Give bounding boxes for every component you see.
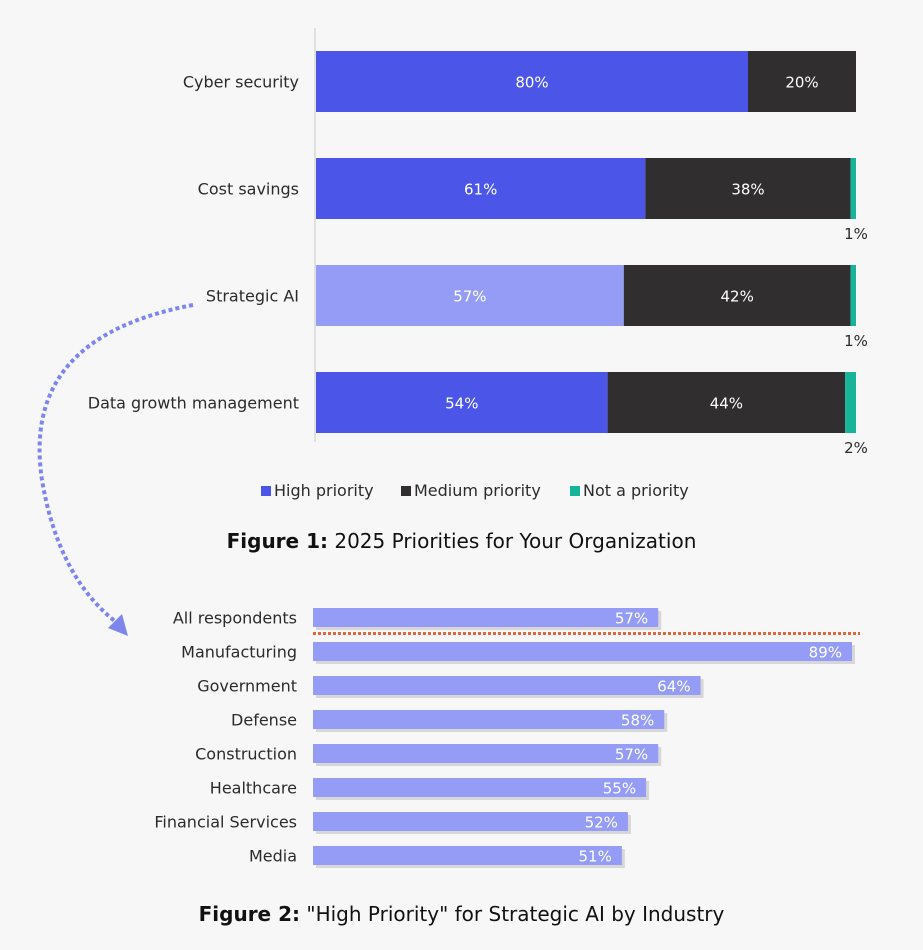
industry-label-healthcare: Healthcare bbox=[210, 779, 297, 798]
data-label-cost-savings-not-a-priority: 1% bbox=[844, 225, 868, 243]
value-label-government: 64% bbox=[657, 678, 690, 696]
figure-1-caption-text: 2025 Priorities for Your Organization bbox=[328, 529, 697, 553]
bar-defense bbox=[313, 710, 665, 729]
industry-label-defense: Defense bbox=[231, 711, 297, 730]
data-label-cost-savings-medium-priority: 38% bbox=[731, 181, 764, 199]
legend-label-high-priority: High priority bbox=[274, 481, 374, 500]
bar-data-growth-management-medium-priority bbox=[607, 372, 846, 433]
bar-financial-services bbox=[313, 812, 628, 831]
bar-data-growth-management-not-a-priority bbox=[845, 372, 856, 433]
data-label-data-growth-management-medium-priority: 44% bbox=[710, 395, 743, 413]
legend-swatch-high-priority bbox=[261, 486, 271, 496]
value-label-defense: 58% bbox=[621, 712, 654, 730]
figure-1-caption: Figure 1: 2025 Priorities for Your Organ… bbox=[0, 529, 923, 553]
data-label-cyber-security-medium-priority: 20% bbox=[785, 74, 818, 92]
value-label-manufacturing: 89% bbox=[809, 644, 842, 662]
value-label-construction: 57% bbox=[615, 746, 648, 764]
industry-label-all-respondents: All respondents bbox=[173, 609, 297, 628]
industry-label-government: Government bbox=[197, 677, 297, 696]
industry-label-manufacturing: Manufacturing bbox=[181, 643, 297, 662]
data-label-strategic-ai-high-priority: 57% bbox=[453, 288, 486, 306]
bar-strategic-ai-medium-priority bbox=[623, 265, 851, 326]
category-label-strategic-ai: Strategic AI bbox=[206, 287, 299, 306]
bar-data-growth-management-high-priority bbox=[316, 372, 608, 433]
priorities-stacked-bar-chart: Cyber security 80% 20% Cost savings 61% 38% 1%… bbox=[88, 28, 868, 500]
data-label-strategic-ai-medium-priority: 42% bbox=[721, 288, 754, 306]
category-label-cyber-security: Cyber security bbox=[183, 73, 299, 92]
category-label-data-growth-management: Data growth management bbox=[88, 394, 299, 413]
industry-label-construction: Construction bbox=[195, 745, 297, 764]
data-label-data-growth-management-high-priority: 54% bbox=[445, 395, 478, 413]
figure-2-caption-label: Figure 2: bbox=[198, 902, 301, 926]
figure-2-caption: Figure 2: "High Priority" for Strategic … bbox=[0, 902, 923, 926]
value-label-media: 51% bbox=[579, 848, 612, 866]
value-label-all-respondents: 57% bbox=[615, 610, 648, 628]
value-label-financial-services: 52% bbox=[585, 814, 618, 832]
data-label-cost-savings-high-priority: 61% bbox=[464, 181, 497, 199]
bar-cost-savings-not-a-priority bbox=[850, 158, 856, 219]
data-label-cyber-security-high-priority: 80% bbox=[515, 74, 548, 92]
industry-label-media: Media bbox=[249, 847, 297, 866]
bar-government bbox=[313, 676, 701, 695]
category-label-cost-savings: Cost savings bbox=[198, 180, 299, 199]
bar-manufacturing bbox=[313, 642, 852, 661]
legend-swatch-not-a-priority bbox=[570, 486, 580, 496]
bar-all-respondents bbox=[313, 608, 659, 627]
value-label-healthcare: 55% bbox=[603, 780, 636, 798]
bar-cost-savings-medium-priority bbox=[645, 158, 851, 219]
legend-label-not-a-priority: Not a priority bbox=[583, 481, 689, 500]
bar-healthcare bbox=[313, 778, 647, 797]
data-label-strategic-ai-not-a-priority: 1% bbox=[844, 332, 868, 350]
industry-bar-chart: All respondents 57% Manufacturing 89% Govern… bbox=[154, 608, 860, 868]
bar-construction bbox=[313, 744, 659, 763]
legend-label-medium-priority: Medium priority bbox=[414, 481, 541, 500]
data-label-data-growth-management-not-a-priority: 2% bbox=[844, 439, 868, 457]
figure-2-caption-text: "High Priority" for Strategic AI by Indu… bbox=[300, 902, 725, 926]
legend-swatch-medium-priority bbox=[401, 486, 411, 496]
industry-label-financial-services: Financial Services bbox=[154, 813, 297, 832]
bar-cost-savings-high-priority bbox=[316, 158, 646, 219]
bar-cyber-security-medium-priority bbox=[748, 51, 856, 112]
bar-cyber-security-high-priority bbox=[316, 51, 748, 112]
bar-strategic-ai-not-a-priority bbox=[850, 265, 856, 326]
bar-media bbox=[313, 846, 622, 865]
figure-1-caption-label: Figure 1: bbox=[226, 529, 328, 553]
bar-strategic-ai-high-priority bbox=[316, 265, 624, 326]
